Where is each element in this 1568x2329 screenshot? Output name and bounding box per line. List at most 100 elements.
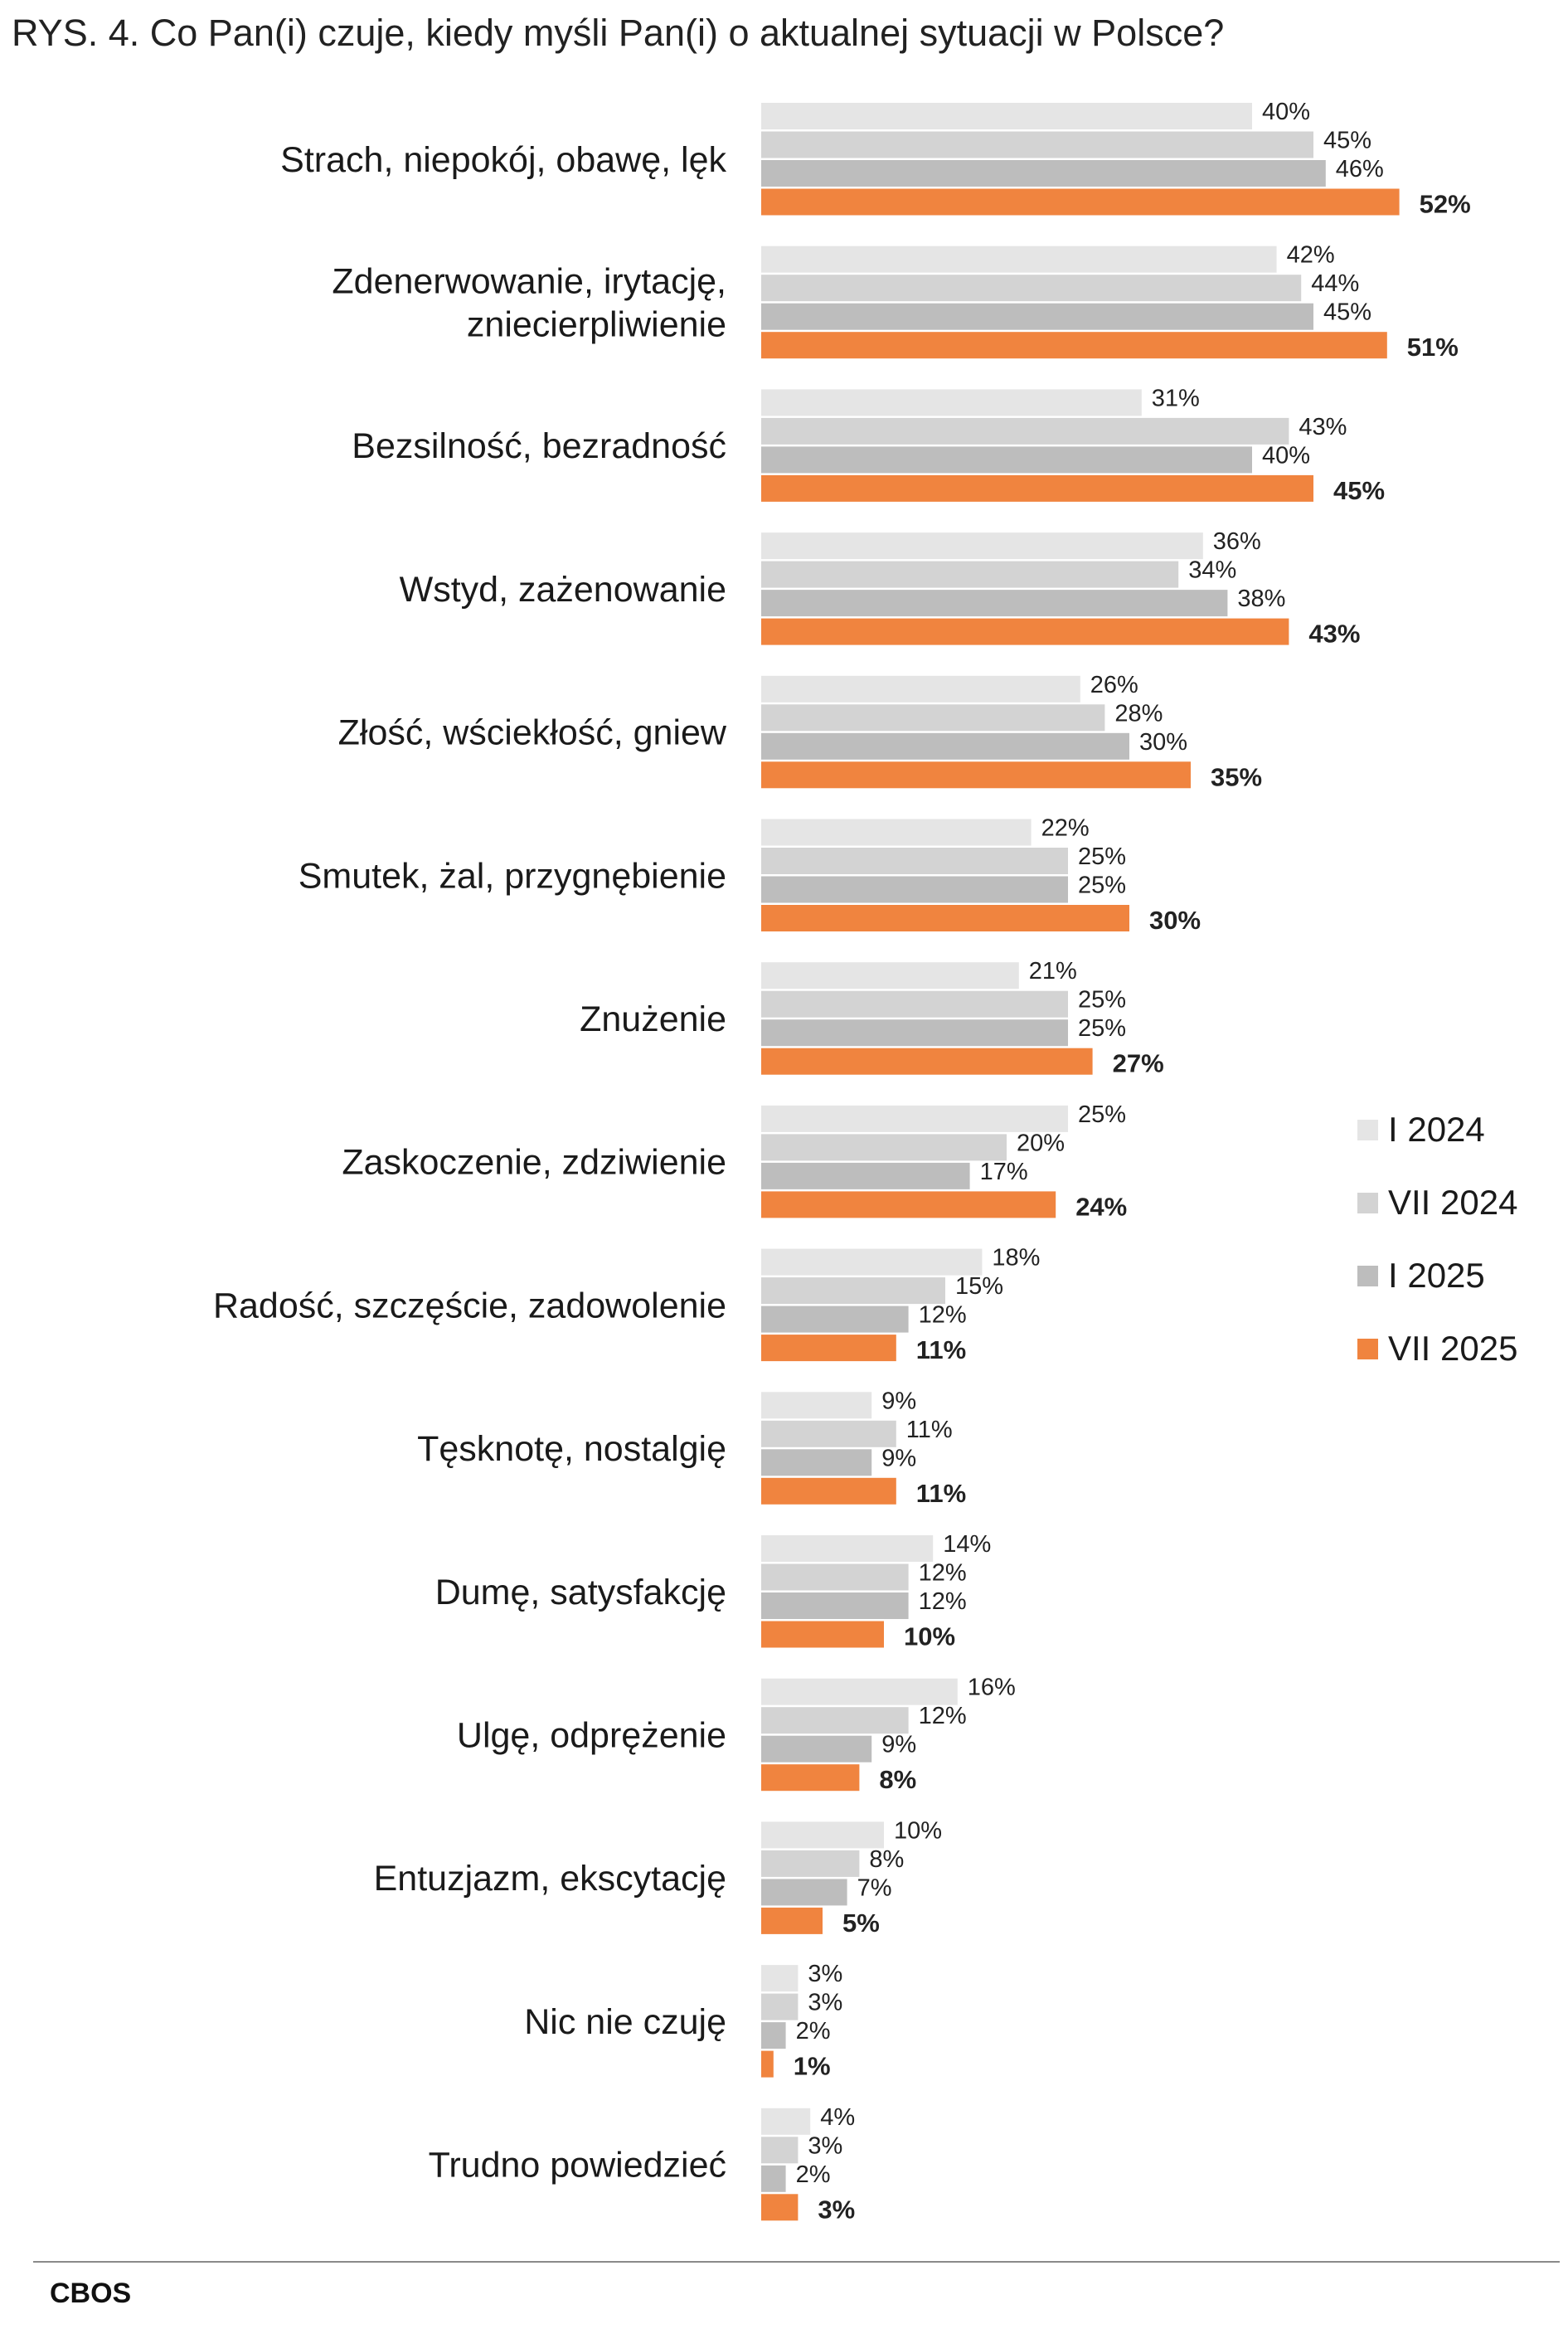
value-label-i-2025: 2% <box>796 2161 831 2188</box>
value-label-i-2025: 12% <box>919 1588 967 1615</box>
category-label-line: Zdenerwowanie, irytację, <box>332 261 726 301</box>
value-label-vii-2024: 45% <box>1323 128 1371 154</box>
category-label: Zaskoczenie, zdziwienie <box>342 1143 726 1183</box>
legend-item-i-2024: I 2024 <box>1357 1093 1517 1166</box>
category-label: Bezsilność, bezradność <box>352 426 726 466</box>
bar-vii-2024 <box>761 1993 799 2020</box>
bar-i-2025 <box>761 1306 909 1333</box>
value-label-vii-2025: 11% <box>916 1479 966 1508</box>
value-label-vii-2024: 28% <box>1114 700 1163 727</box>
value-label-vii-2025: 51% <box>1407 333 1459 362</box>
legend-label-i-2025: I 2025 <box>1388 1256 1485 1295</box>
value-label-vii-2025: 45% <box>1333 476 1385 505</box>
value-label-vii-2024: 25% <box>1078 987 1126 1014</box>
value-label-vii-2025: 1% <box>794 2052 831 2081</box>
legend-item-i-2025: I 2025 <box>1357 1239 1517 1312</box>
bar-i-2025 <box>761 1879 847 1906</box>
category-label-line: Znużenie <box>580 999 726 1039</box>
bar-vii-2025 <box>761 188 1400 216</box>
value-label-vii-2025: 11% <box>916 1335 966 1364</box>
bar-vii-2024 <box>761 1420 896 1447</box>
category-label-line: Dumę, satysfakcję <box>435 1573 726 1612</box>
bar-i-2024 <box>761 103 1252 129</box>
value-label-vii-2024: 20% <box>1017 1130 1065 1156</box>
bar-vii-2024 <box>761 990 1068 1018</box>
value-label-i-2024: 14% <box>943 1531 991 1558</box>
value-label-i-2025: 7% <box>857 1874 892 1901</box>
value-label-vii-2025: 10% <box>904 1622 955 1651</box>
value-label-vii-2025: 3% <box>818 2195 855 2224</box>
value-label-i-2025: 30% <box>1139 729 1187 756</box>
bar-vii-2025 <box>761 905 1129 931</box>
bar-i-2024 <box>761 389 1142 416</box>
footer-divider <box>33 2261 1560 2263</box>
category-label-line: Strach, niepokój, obawę, lęk <box>280 140 726 180</box>
category-label: Dumę, satysfakcję <box>435 1573 726 1612</box>
category-label-line: Tęsknotę, nostalgię <box>417 1429 726 1469</box>
value-label-i-2025: 46% <box>1336 156 1384 182</box>
value-label-i-2024: 3% <box>808 1961 842 1987</box>
value-label-vii-2025: 43% <box>1308 620 1360 649</box>
bar-vii-2025 <box>761 1764 860 1792</box>
value-label-vii-2024: 43% <box>1299 414 1347 440</box>
bar-i-2024 <box>761 1392 872 1419</box>
bar-vii-2025 <box>761 474 1313 502</box>
bar-i-2024 <box>761 1965 799 1992</box>
bar-vii-2024 <box>761 1134 1007 1161</box>
value-label-vii-2025: 52% <box>1420 190 1471 219</box>
value-label-i-2025: 17% <box>980 1159 1028 1185</box>
value-label-i-2024: 21% <box>1029 958 1077 985</box>
bar-vii-2025 <box>761 1907 823 1934</box>
legend-item-vii-2024: VII 2024 <box>1357 1166 1517 1239</box>
category-label: Nic nie czuję <box>524 2002 726 2042</box>
legend-item-vii-2025: VII 2025 <box>1357 1312 1517 1385</box>
value-label-i-2024: 4% <box>820 2104 855 2131</box>
bar-i-2024 <box>761 1678 958 1705</box>
bar-vii-2025 <box>761 1621 884 1648</box>
legend-swatch-i-2024 <box>1357 1119 1378 1140</box>
bar-vii-2024 <box>761 1563 909 1591</box>
bar-i-2025 <box>761 2165 786 2192</box>
value-label-i-2025: 40% <box>1262 442 1310 469</box>
bar-i-2024 <box>761 675 1080 703</box>
category-label-line: Bezsilność, bezradność <box>352 426 726 466</box>
bar-i-2024 <box>761 532 1203 560</box>
value-label-i-2024: 42% <box>1287 242 1335 269</box>
bar-vii-2025 <box>761 2050 774 2078</box>
value-label-vii-2024: 15% <box>955 1273 1003 1300</box>
bar-i-2025 <box>761 1449 872 1476</box>
legend-label-vii-2025: VII 2025 <box>1388 1329 1518 1368</box>
bar-i-2024 <box>761 246 1277 273</box>
bar-vii-2025 <box>761 332 1387 359</box>
value-label-i-2025: 45% <box>1323 299 1371 326</box>
value-label-i-2025: 12% <box>919 1302 967 1329</box>
value-label-i-2025: 9% <box>881 1732 916 1758</box>
category-label-line: Nic nie czuję <box>524 2002 726 2042</box>
bar-vii-2024 <box>761 1707 909 1734</box>
category-label-line: Wstyd, zażenowanie <box>400 570 726 610</box>
value-label-vii-2024: 12% <box>919 1703 967 1729</box>
category-label: Strach, niepokój, obawę, lęk <box>280 140 726 180</box>
bar-i-2024 <box>761 1105 1068 1132</box>
value-label-i-2025: 25% <box>1078 1015 1126 1042</box>
bar-i-2024 <box>761 1535 934 1562</box>
source-label: CBOS <box>50 2278 132 2309</box>
value-label-vii-2025: 5% <box>842 1908 880 1938</box>
legend-swatch-vii-2024 <box>1357 1192 1378 1213</box>
category-label: Wstyd, zażenowanie <box>400 570 726 610</box>
category-label: Ulgę, odprężenie <box>457 1715 726 1755</box>
bar-vii-2025 <box>761 618 1289 645</box>
bar-vii-2024 <box>761 561 1179 588</box>
bar-vii-2024 <box>761 1850 860 1877</box>
legend-swatch-i-2025 <box>1357 1265 1378 1286</box>
category-label: Zdenerwowanie, irytację, zniecierpliwieni… <box>332 261 726 344</box>
bar-vii-2024 <box>761 275 1302 302</box>
bar-vii-2025 <box>761 1191 1056 1218</box>
bar-i-2025 <box>761 1735 872 1763</box>
bar-i-2025 <box>761 1592 909 1619</box>
bar-i-2025 <box>761 590 1228 617</box>
category-label: Entuzjazm, ekscytację <box>374 1859 726 1899</box>
bar-i-2025 <box>761 732 1129 760</box>
value-label-i-2025: 2% <box>796 2018 831 2045</box>
